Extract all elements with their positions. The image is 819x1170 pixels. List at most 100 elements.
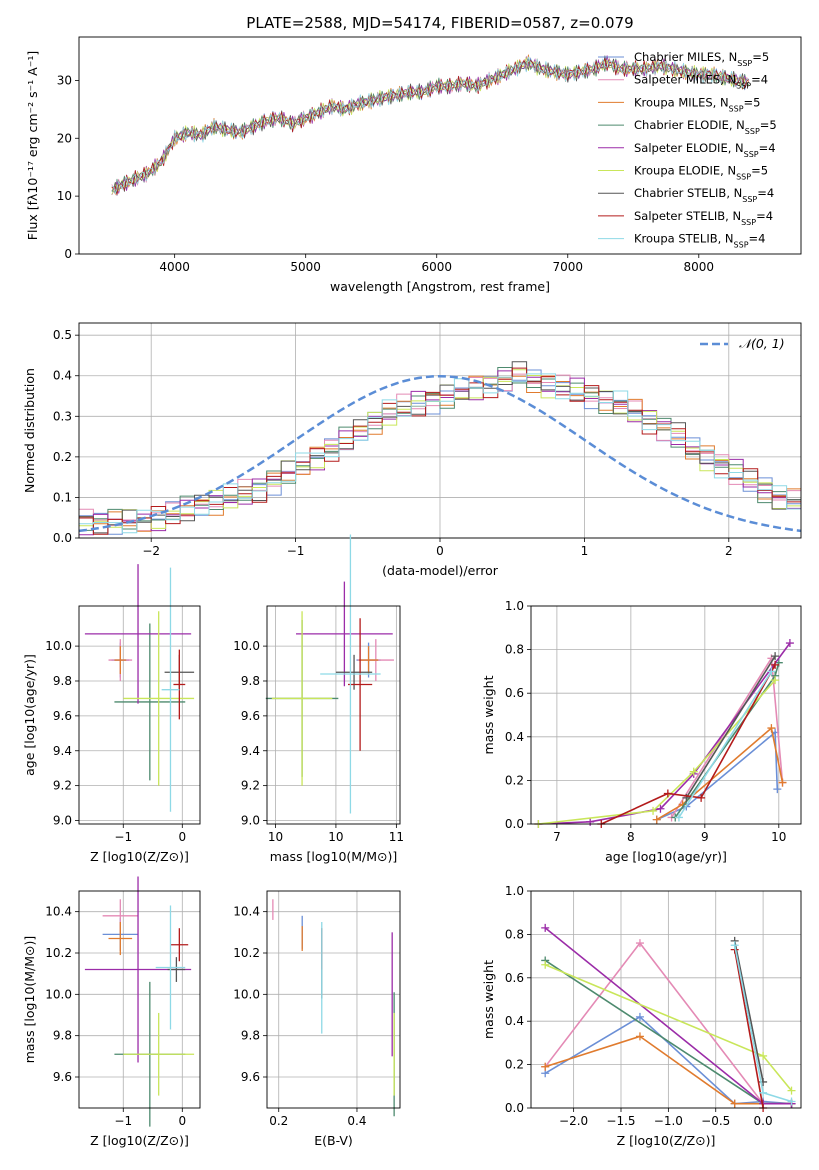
axes-frame [78, 890, 201, 1109]
x-tick-label: 10 [771, 830, 786, 844]
x-tick-label: −2 [142, 544, 160, 558]
series-line [600, 664, 776, 825]
data-point-marker [771, 676, 780, 685]
axes-frame [266, 890, 401, 1109]
axes-frame [78, 605, 201, 825]
histogram-step [79, 367, 801, 535]
y-tick-label: 0.6 [505, 686, 524, 700]
y-axis-label: mass weight [481, 675, 496, 754]
histogram-step [79, 361, 801, 534]
series-line [685, 655, 776, 799]
series-line [656, 726, 784, 821]
data-point-marker [787, 1097, 796, 1106]
y-tick-label: 0.3 [53, 409, 72, 423]
y-tick-label: 1.0 [505, 599, 524, 613]
y-tick-label: 10.4 [45, 905, 72, 919]
x-tick-label: 7000 [552, 260, 583, 274]
x-tick-label: −1 [114, 830, 132, 844]
data-point-marker [656, 804, 665, 813]
series-line [538, 679, 776, 825]
y-tick-label: 9.6 [53, 1070, 72, 1084]
y-tick-label: 0.8 [505, 643, 524, 657]
y-tick-label: 0.0 [53, 531, 72, 545]
y-tick-label: 9.2 [241, 779, 260, 793]
x-tick-label: 0.2 [269, 1114, 288, 1128]
data-point-marker [652, 815, 661, 824]
x-tick-label: 0.4 [347, 1114, 366, 1128]
x-axis-label: Z [log10(Z/Z⊙)] [90, 849, 189, 864]
y-tick-label: 20 [57, 131, 72, 145]
x-axis-label: Z [log10(Z/Z⊙)] [90, 1133, 189, 1148]
x-tick-label: 7 [553, 830, 561, 844]
data-point-marker [541, 960, 550, 969]
x-tick-label: 11 [389, 830, 404, 844]
data-point-marker [689, 767, 698, 776]
data-point-marker [674, 813, 683, 822]
age-vs-metallicity-panel: −1 0 9.0 9.2 9.4 9.6 9.8 10.0 Z [log10(Z/Z⊙)] age… [22, 564, 201, 864]
axes-frame [530, 890, 802, 1109]
y-tick-label: 0.4 [505, 730, 524, 744]
data-point-marker [771, 652, 780, 661]
x-tick-label: 2 [725, 544, 733, 558]
data-point-marker [635, 939, 644, 948]
figure-title: PLATE=2588, MJD=54174, FIBERID=0587, z=0… [246, 14, 633, 32]
massweight-vs-metallicity-panel: −2.0 −1.5 −1.0 −0.5 0.0 0.0 0.2 0.4 0.6 0.8 1.0 Z [… [481, 884, 802, 1148]
y-axis-label: mass [log10(M/M⊙)] [22, 936, 37, 1064]
y-tick-label: 9.4 [53, 744, 72, 758]
gaussian-curve [78, 374, 802, 533]
data-point-marker [541, 923, 550, 932]
x-axis-label: E(B-V) [314, 1133, 353, 1148]
legend-label: Salpeter ELODIE, NSSP=4 [634, 141, 776, 159]
y-tick-label: 9.8 [53, 674, 72, 688]
y-tick-label: 10.0 [45, 987, 72, 1001]
legend-label: Kroupa STELIB, NSSP=4 [634, 232, 765, 250]
y-tick-label: 10 [57, 189, 72, 203]
axes-frame [78, 36, 802, 255]
y-tick-label: 0.5 [53, 328, 72, 342]
series-line [678, 670, 773, 818]
data-point-marker [778, 778, 787, 787]
y-axis-label: Flux [fλ10⁻¹⁷ erg cm⁻² s⁻¹ A⁻¹] [25, 51, 40, 240]
y-tick-label: 0.0 [505, 817, 524, 831]
y-tick-label: 10.0 [45, 639, 72, 653]
y-axis-label: mass weight [481, 960, 496, 1039]
x-tick-label: 1 [581, 544, 589, 558]
x-tick-label: 0 [178, 830, 186, 844]
y-tick-label: 0.2 [505, 1058, 524, 1072]
x-tick-label: 0 [178, 1114, 186, 1128]
data-point-marker [635, 1012, 644, 1021]
y-tick-label: 0 [64, 247, 72, 261]
y-axis-label: age [log10(age/yr)] [22, 654, 37, 776]
y-tick-label: 10.0 [233, 987, 260, 1001]
y-tick-label: 9.6 [241, 1070, 260, 1084]
legend-label: 𝒩(0, 1) [739, 336, 785, 351]
data-point-marker [730, 941, 739, 950]
data-point-marker [663, 789, 672, 798]
x-tick-label: −1.0 [654, 1114, 683, 1128]
legend-label: Salpeter STELIB, NSSP=4 [634, 209, 773, 227]
y-tick-label: 0.6 [505, 971, 524, 985]
data-point-marker [635, 1032, 644, 1041]
spectrum-legend: Chabrier MILES, NSSP=5 Salpeter MILES, NS… [598, 50, 777, 249]
x-tick-label: 10 [268, 830, 283, 844]
data-point-marker [767, 667, 776, 676]
x-tick-label: 0.0 [754, 1114, 773, 1128]
y-tick-label: 0.8 [505, 927, 524, 941]
x-tick-label: −0.5 [701, 1114, 730, 1128]
axes-frame [266, 605, 401, 825]
data-point-marker [541, 1062, 550, 1071]
data-point-marker [649, 806, 658, 815]
series-line [733, 940, 764, 1083]
y-tick-label: 10.2 [233, 946, 260, 960]
mass-vs-ebv-panel: 0.2 0.4 9.6 9.8 10.0 10.2 10.4 E(B-V) [233, 890, 401, 1148]
age-vs-mass-panel: 10 10 11 9.0 9.2 9.4 9.6 9.8 10.0 mass [log10(M/M… [233, 534, 404, 864]
legend-label: Kroupa ELODIE, NSSP=5 [634, 164, 768, 182]
data-point-marker [730, 1099, 739, 1108]
mass-vs-metallicity-panel: −1 0 9.6 9.8 10.0 10.2 10.4 Z [log10(Z/Z⊙)] mass… [22, 876, 201, 1148]
y-tick-label: 9.8 [241, 674, 260, 688]
y-axis-label: Normed distribution [22, 368, 37, 493]
x-axis-label: wavelength [Angstrom, rest frame] [330, 279, 550, 294]
x-tick-label: 9 [701, 830, 709, 844]
data-point-marker [787, 1086, 796, 1095]
y-tick-label: 9.6 [241, 709, 260, 723]
